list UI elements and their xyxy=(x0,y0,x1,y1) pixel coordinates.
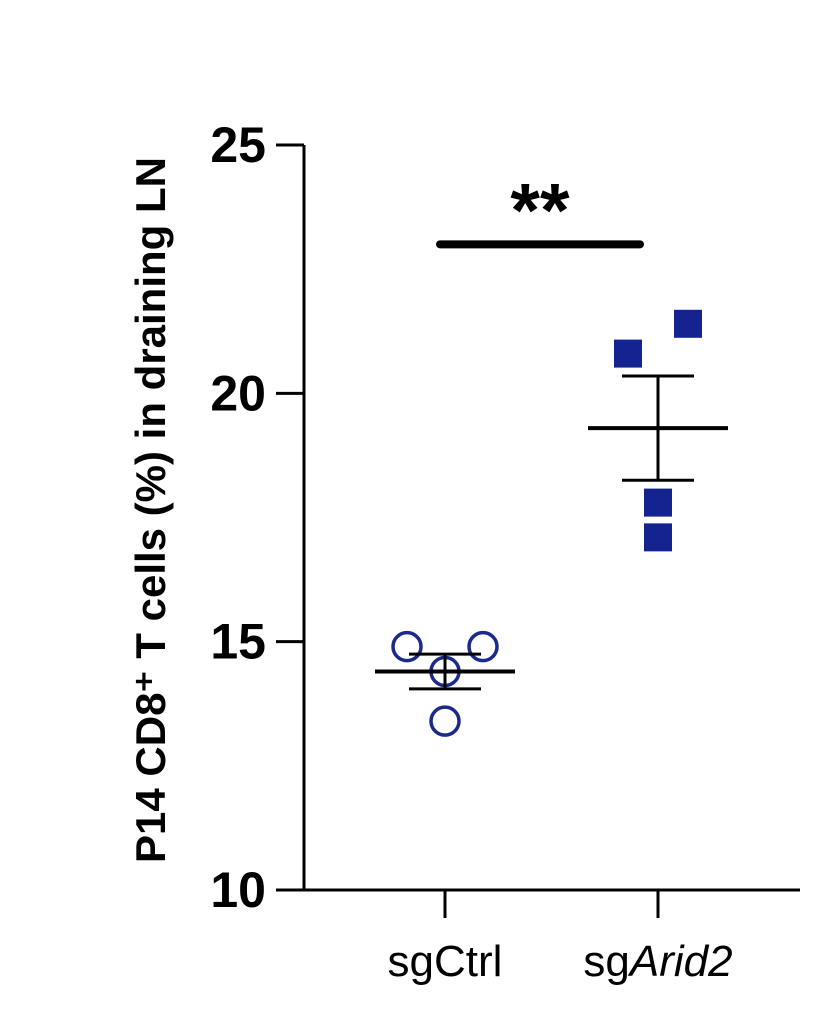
data-point xyxy=(614,339,642,368)
data-point xyxy=(644,523,672,552)
data-point xyxy=(429,705,461,737)
y-tick-label: 20 xyxy=(210,365,266,421)
significance-annotation: ** xyxy=(436,168,644,253)
x-categories: sgCtrl sgArid2 xyxy=(388,890,733,986)
y-ticks: 10 15 20 25 xyxy=(210,117,304,918)
y-tick-label: 10 xyxy=(210,862,266,918)
y-tick-label: 15 xyxy=(210,614,266,670)
data-point xyxy=(644,488,672,517)
significance-label: ** xyxy=(510,168,570,253)
mean-sem-bars xyxy=(375,374,728,691)
y-axis-label: P14 CD8⁺ T cells (%) in draining LN xyxy=(127,157,174,863)
data-point xyxy=(467,630,499,663)
data-point xyxy=(674,309,702,338)
category-label-sgArid2: sgArid2 xyxy=(583,937,732,986)
y-tick-label: 25 xyxy=(210,117,266,173)
category-label-sgCtrl: sgCtrl xyxy=(388,937,503,986)
data-point xyxy=(391,630,423,663)
axes xyxy=(302,145,800,892)
